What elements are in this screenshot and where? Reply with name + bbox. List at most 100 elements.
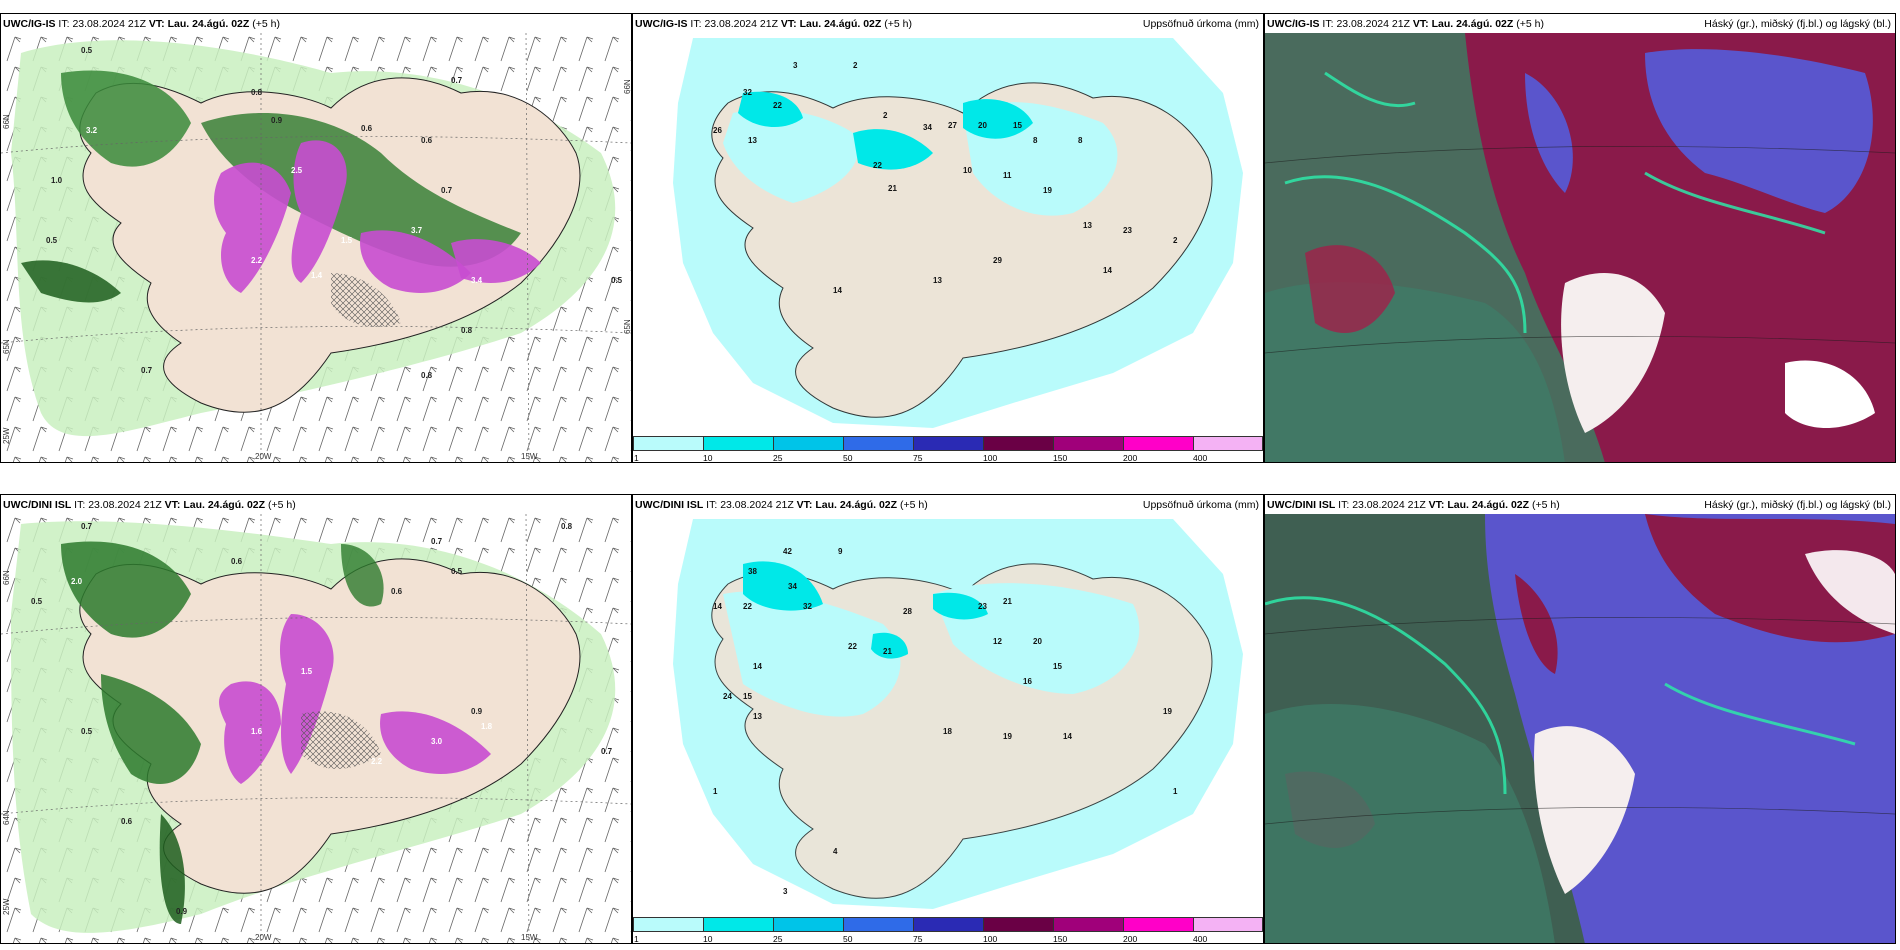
lat-label: 64N — [2, 810, 11, 825]
colorbar-swatch — [703, 917, 774, 932]
svg-text:2.5: 2.5 — [291, 166, 303, 175]
svg-text:24: 24 — [723, 692, 732, 701]
panel-cloud-top: UWC/IG-IS IT: 23.08.2024 21Z VT: Lau. 24… — [1264, 13, 1896, 463]
svg-text:0.9: 0.9 — [176, 907, 188, 916]
svg-text:3.7: 3.7 — [411, 226, 423, 235]
svg-text:14: 14 — [753, 662, 762, 671]
svg-text:14: 14 — [833, 286, 842, 295]
colorbar-swatch — [1193, 917, 1263, 932]
svg-text:12: 12 — [993, 637, 1002, 646]
colorbar-swatch — [983, 917, 1054, 932]
svg-text:2: 2 — [853, 61, 858, 70]
svg-text:0.5: 0.5 — [451, 567, 463, 576]
panel-header: UWC/DINI ISL IT: 23.08.2024 21Z VT: Lau.… — [1267, 499, 1560, 511]
svg-text:1: 1 — [713, 787, 718, 796]
svg-text:0.5: 0.5 — [611, 276, 623, 285]
panel-header: UWC/IG-IS IT: 23.08.2024 21Z VT: Lau. 24… — [3, 18, 280, 30]
svg-text:8: 8 — [1033, 136, 1038, 145]
colorbar-tick: 25 — [773, 453, 783, 463]
colorbar-swatch — [1053, 917, 1124, 932]
svg-text:1: 1 — [1173, 787, 1178, 796]
colorbar-tick: 100 — [983, 934, 998, 944]
colorbar-tick: 150 — [1053, 453, 1068, 463]
wind-precip-map[interactable]: 0.7 0.6 0.7 0.5 0.6 0.5 0.8 0.5 0.6 0.9 0.7 0.9 2… — [1, 514, 631, 944]
svg-text:0.7: 0.7 — [81, 522, 93, 531]
svg-text:21: 21 — [1003, 597, 1012, 606]
colorbar-tick: 400 — [1193, 453, 1208, 463]
svg-text:3.2: 3.2 — [86, 126, 98, 135]
svg-text:0.6: 0.6 — [421, 136, 433, 145]
svg-text:0.7: 0.7 — [431, 537, 443, 546]
cloud-cover-map[interactable] — [1265, 514, 1895, 944]
panel-wind-bottom: UWC/DINI ISL IT: 23.08.2024 21Z VT: Lau.… — [0, 494, 632, 944]
lat-label-right: 65N — [623, 319, 632, 334]
lat-label: 25W — [2, 427, 11, 444]
svg-text:2: 2 — [1173, 236, 1178, 245]
svg-text:0.5: 0.5 — [46, 236, 58, 245]
svg-text:32: 32 — [743, 88, 752, 97]
svg-text:21: 21 — [883, 647, 892, 656]
svg-text:2: 2 — [883, 111, 888, 120]
panel-header: UWC/DINI ISL IT: 23.08.2024 21Z VT: Lau.… — [635, 499, 928, 511]
svg-text:9: 9 — [838, 547, 843, 556]
colorbar-tick: 25 — [773, 934, 783, 944]
colorbar-swatch — [703, 436, 774, 451]
svg-text:0.8: 0.8 — [561, 522, 573, 531]
svg-text:19: 19 — [1003, 732, 1012, 741]
colorbar-tick: 75 — [913, 453, 923, 463]
svg-text:0.7: 0.7 — [441, 186, 453, 195]
svg-text:1.8: 1.8 — [481, 722, 493, 731]
lon-label: 15W — [521, 452, 538, 461]
svg-text:13: 13 — [748, 136, 757, 145]
lon-label: 15W — [521, 933, 538, 942]
svg-text:23: 23 — [1123, 226, 1132, 235]
svg-text:13: 13 — [1083, 221, 1092, 230]
panel-header: UWC/IG-IS IT: 23.08.2024 21Z VT: Lau. 24… — [635, 18, 912, 30]
colorbar: 1 10 25 50 75 100 150 200 400 — [633, 434, 1263, 462]
lat-label: 25W — [2, 898, 11, 915]
colorbar-swatch — [1053, 436, 1124, 451]
svg-text:0.9: 0.9 — [471, 707, 483, 716]
colorbar-tick: 100 — [983, 453, 998, 463]
svg-text:0.7: 0.7 — [451, 76, 463, 85]
svg-text:20: 20 — [1033, 637, 1042, 646]
svg-text:29: 29 — [993, 256, 1002, 265]
colorbar-swatch — [773, 917, 844, 932]
svg-text:22: 22 — [773, 101, 782, 110]
panel-header: UWC/DINI ISL IT: 23.08.2024 21Z VT: Lau.… — [3, 499, 296, 511]
svg-text:0.5: 0.5 — [81, 46, 93, 55]
colorbar-swatch — [633, 436, 704, 451]
svg-text:0.6: 0.6 — [121, 817, 133, 826]
svg-text:0.8: 0.8 — [421, 371, 433, 380]
colorbar: 1 10 25 50 75 100 150 200 400 — [633, 915, 1263, 943]
svg-text:34: 34 — [923, 123, 932, 132]
svg-text:42: 42 — [783, 547, 792, 556]
svg-text:0.7: 0.7 — [601, 747, 613, 756]
svg-text:23: 23 — [978, 602, 987, 611]
svg-text:28: 28 — [903, 607, 912, 616]
colorbar-tick: 50 — [843, 453, 853, 463]
cloud-cover-map[interactable] — [1265, 33, 1895, 463]
svg-text:3.4: 3.4 — [471, 276, 483, 285]
colorbar-swatch — [983, 436, 1054, 451]
svg-text:0.6: 0.6 — [361, 124, 373, 133]
svg-text:1.5: 1.5 — [301, 667, 313, 676]
svg-text:38: 38 — [748, 567, 757, 576]
colorbar-swatch — [843, 436, 914, 451]
svg-text:2.2: 2.2 — [251, 256, 263, 265]
svg-text:34: 34 — [788, 582, 797, 591]
svg-text:0.6: 0.6 — [391, 587, 403, 596]
svg-text:13: 13 — [753, 712, 762, 721]
colorbar-tick: 10 — [703, 934, 713, 944]
colorbar-swatch — [843, 917, 914, 932]
cloud-title: Háský (gr.), miðský (fj.bl.) og lágský (… — [1704, 18, 1891, 30]
colorbar-tick: 75 — [913, 934, 923, 944]
wind-precip-map[interactable]: 0.5 0.8 0.7 0.9 0.6 0.6 1.0 0.5 0.7 0.5 0.8 0.7 0… — [1, 33, 631, 463]
cloud-title: Háský (gr.), miðský (fj.bl.) og lágský (… — [1704, 499, 1891, 511]
svg-text:0.8: 0.8 — [251, 88, 263, 97]
colorbar-tick: 10 — [703, 453, 713, 463]
colorbar-swatch — [633, 917, 704, 932]
svg-text:3: 3 — [793, 61, 798, 70]
